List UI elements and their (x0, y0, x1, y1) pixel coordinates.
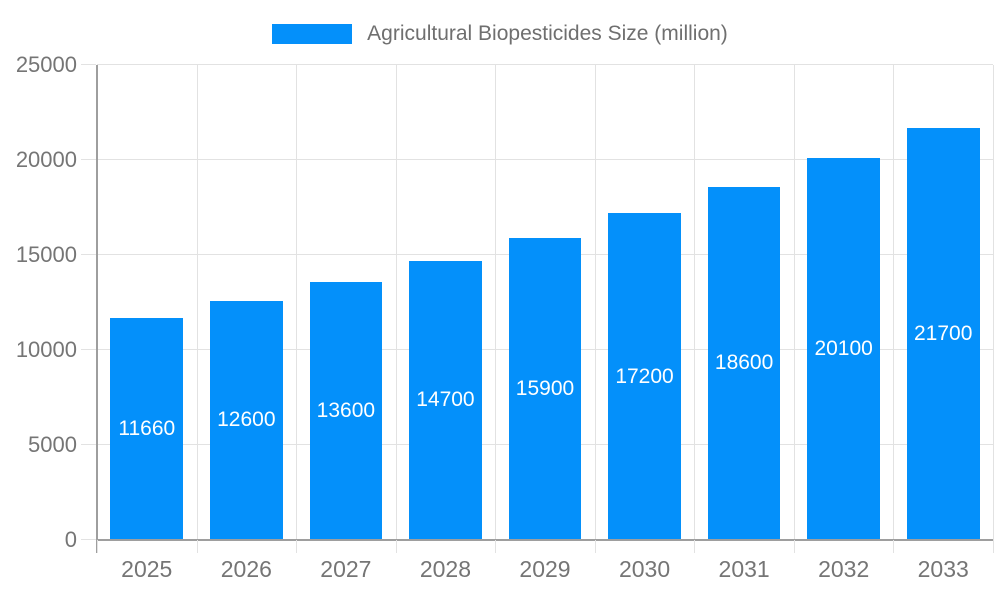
x-tick-label: 2027 (320, 556, 372, 582)
h-gridline (97, 159, 993, 160)
v-gridline (395, 65, 397, 540)
y-tick-label: 20000 (15, 147, 77, 172)
y-tick-mark (81, 349, 96, 350)
x-tick-mark (495, 540, 497, 553)
y-tick-label: 0 (64, 527, 77, 552)
bar-2026[interactable]: 12600 (209, 300, 283, 540)
bar-2027[interactable]: 13600 (309, 281, 383, 540)
x-tick-label: 2032 (818, 556, 870, 582)
x-tick-label: 2031 (718, 556, 770, 582)
bar-2028[interactable]: 14700 (409, 260, 482, 540)
bar-value-label: 11660 (118, 417, 176, 441)
bar-value-label: 15900 (515, 376, 575, 400)
y-tick-mark (81, 254, 96, 255)
x-tick-mark (296, 540, 298, 553)
bar-2025[interactable]: 11660 (110, 318, 184, 540)
x-tick-label: 2030 (618, 556, 671, 582)
x-tick-label: 2029 (519, 556, 571, 582)
plot-area: 11660 12600 13600 14700 15900 17200 18600 20100… (16, 52, 994, 582)
x-axis-line (97, 539, 993, 541)
v-gridline (694, 65, 696, 540)
bar-value-label: 13600 (316, 398, 376, 422)
bar-2031[interactable]: 18600 (707, 186, 781, 540)
v-gridline (196, 65, 198, 540)
x-tick-label: 2025 (121, 556, 173, 582)
legend-swatch (272, 24, 353, 44)
x-tick-mark (395, 540, 397, 553)
bar-value-label: 21700 (914, 321, 973, 345)
y-tick-label: 5000 (28, 432, 77, 457)
x-tick-mark (97, 540, 98, 553)
x-tick-label: 2026 (220, 556, 272, 582)
legend-item[interactable]: Agricultural Biopesticides Size (million… (0, 22, 1000, 46)
v-gridline (296, 65, 298, 540)
bar-2032[interactable]: 20100 (807, 158, 880, 540)
bar-value-label: 12600 (217, 408, 276, 432)
v-gridline (793, 65, 795, 540)
y-tick-label: 25000 (15, 52, 77, 77)
bar-value-label: 14700 (416, 388, 475, 412)
y-tick-mark (81, 539, 96, 540)
bar-value-label: 18600 (714, 351, 774, 375)
y-tick-mark (81, 64, 96, 65)
legend-label: Agricultural Biopesticides Size (million… (367, 22, 728, 45)
y-axis-line (96, 65, 98, 553)
y-tick-label: 15000 (15, 242, 77, 267)
v-gridline (594, 65, 596, 540)
bar-2030[interactable]: 17200 (608, 213, 681, 540)
x-tick-label: 2033 (917, 556, 969, 582)
bar-value-label: 20100 (814, 337, 873, 361)
bar-2033[interactable]: 21700 (906, 127, 980, 540)
bar-2029[interactable]: 15900 (508, 237, 582, 540)
v-gridline (495, 65, 497, 540)
y-tick-label: 10000 (15, 337, 77, 362)
x-tick-label: 2028 (419, 556, 472, 582)
x-tick-mark (594, 540, 596, 553)
x-tick-mark (893, 540, 895, 553)
x-tick-mark (694, 540, 696, 553)
y-tick-mark (81, 444, 96, 445)
x-tick-mark (993, 540, 994, 553)
v-gridline (993, 65, 994, 540)
bar-value-label: 17200 (615, 364, 674, 388)
y-tick-mark (81, 159, 96, 160)
x-tick-mark (793, 540, 795, 553)
x-tick-mark (196, 540, 198, 553)
v-gridline (893, 65, 895, 540)
h-gridline (97, 64, 993, 65)
